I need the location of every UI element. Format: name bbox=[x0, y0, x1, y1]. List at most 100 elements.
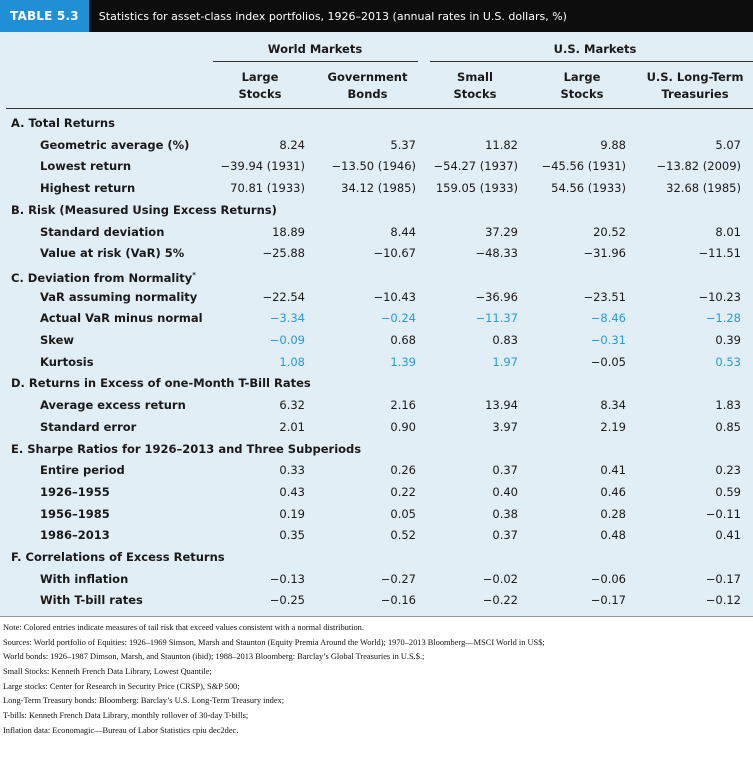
table-row: 1986–2013 0.35 0.52 0.37 0.48 0.41 bbox=[0, 524, 753, 546]
section-row: E. Sharpe Ratios for 1926–2013 and Three… bbox=[0, 438, 753, 460]
row-label: Standard error bbox=[40, 416, 136, 438]
row-label-text: With inflation bbox=[40, 571, 129, 586]
table-cell: 20.52 bbox=[593, 224, 626, 239]
table-cell: 18.89 bbox=[272, 224, 305, 239]
note-line: World bonds: 1926–1987 Dimson, Marsh, an… bbox=[3, 652, 425, 662]
table-number-label: TABLE 5.3 bbox=[0, 0, 89, 32]
note-line: T-bills: Kenneth French Data Library, mo… bbox=[3, 711, 249, 721]
table-cell: −0.17 bbox=[590, 593, 626, 608]
row-label: With T-bill rates bbox=[40, 589, 143, 611]
group-header-world: World Markets bbox=[267, 42, 363, 56]
row-label-text: VaR assuming normality bbox=[40, 289, 198, 304]
table-cell: −39.94 (1931) bbox=[220, 159, 305, 174]
table-cell: 0.05 bbox=[390, 506, 416, 521]
column-header-us-large-stocks: Large Stocks bbox=[537, 69, 627, 103]
table-row: With T-bill rates −0.25 −0.16 −0.22 −0.17 −0.… bbox=[0, 589, 753, 611]
section-heading: D. Returns in Excess of one-Month T-Bill… bbox=[11, 372, 311, 394]
row-label-text: E. Sharpe Ratios for 1926–2013 and Three… bbox=[11, 441, 362, 456]
table-cell: −25.88 bbox=[262, 246, 305, 261]
table-cell: −0.09 bbox=[269, 333, 305, 347]
table-cell: 0.68 bbox=[390, 333, 416, 347]
section-row: D. Returns in Excess of one-Month T-Bill… bbox=[0, 372, 753, 394]
table-cell: 8.01 bbox=[715, 224, 741, 239]
row-label-text: Value at risk (VaR) 5% bbox=[40, 246, 185, 261]
table-cell: 5.07 bbox=[715, 137, 741, 152]
table-cell: 2.19 bbox=[600, 419, 626, 434]
table-cell: −0.11 bbox=[705, 506, 741, 521]
table-cell: −22.54 bbox=[262, 289, 305, 304]
table-cell: 8.34 bbox=[600, 398, 626, 413]
table-cell: −0.02 bbox=[482, 571, 518, 586]
group-header-us: U.S. Markets bbox=[553, 42, 637, 56]
table-cell: −0.13 bbox=[269, 571, 305, 586]
section-row: F. Correlations of Excess Returns bbox=[0, 546, 753, 568]
table-row: Average excess return 6.32 2.16 13.94 8.34 1.… bbox=[0, 394, 753, 416]
statistics-table: World Markets U.S. Markets Large Stocks … bbox=[0, 32, 753, 616]
section-row: B. Risk (Measured Using Excess Returns) bbox=[0, 199, 753, 221]
table-cell: 0.52 bbox=[390, 528, 416, 543]
table-cell: −13.82 (2009) bbox=[656, 159, 741, 174]
table-cell: 8.24 bbox=[279, 137, 305, 152]
row-label-text: A. Total Returns bbox=[11, 116, 115, 130]
table-cell: −0.24 bbox=[380, 311, 416, 326]
table-cell: −0.16 bbox=[380, 593, 416, 608]
row-label: 1986–2013 bbox=[40, 524, 110, 546]
table-cell: 0.38 bbox=[492, 506, 518, 521]
column-header-line1: U.S. Long-Term bbox=[646, 70, 744, 84]
row-label-text: Standard deviation bbox=[40, 224, 165, 239]
table-cell: −8.46 bbox=[590, 311, 626, 326]
table-row: Skew −0.09 0.68 0.83 −0.31 0.39 bbox=[0, 329, 753, 351]
table-cell: 0.39 bbox=[715, 333, 741, 347]
row-label: Standard deviation bbox=[40, 221, 164, 243]
table-cell: 0.53 bbox=[715, 354, 741, 369]
table-row: 1956–1985 0.19 0.05 0.38 0.28 −0.11 bbox=[0, 503, 753, 525]
table-cell: 3.97 bbox=[492, 419, 518, 434]
section-row: C. Deviation from Normality* bbox=[0, 264, 753, 286]
table-cell: 0.19 bbox=[279, 506, 305, 521]
row-label: Kurtosis bbox=[40, 351, 94, 373]
section-heading: B. Risk (Measured Using Excess Returns) bbox=[11, 199, 277, 221]
table-cell: −45.56 (1931) bbox=[541, 159, 626, 174]
column-header-line2: Stocks bbox=[238, 87, 282, 101]
table-cell: −0.12 bbox=[705, 593, 741, 608]
table-cell: 54.56 (1933) bbox=[551, 181, 626, 196]
table-cell: −0.27 bbox=[380, 571, 416, 586]
row-label: Value at risk (VaR) 5% bbox=[40, 242, 184, 264]
row-label-text: F. Correlations of Excess Returns bbox=[11, 550, 225, 564]
table-cell: 0.28 bbox=[600, 506, 626, 521]
column-header-line1: Large bbox=[563, 70, 601, 84]
table-cell: 9.88 bbox=[600, 137, 626, 152]
row-label-text: Geometric average (%) bbox=[40, 137, 190, 152]
table-cell: 0.48 bbox=[600, 528, 626, 543]
group-rule-world bbox=[213, 61, 418, 62]
table-cell: 1.08 bbox=[279, 354, 305, 369]
table-cell: −36.96 bbox=[475, 289, 518, 304]
table-cell: 11.82 bbox=[485, 137, 518, 152]
table-row: Standard deviation 18.89 8.44 37.29 20.52 8.0… bbox=[0, 221, 753, 243]
table-cell: −3.34 bbox=[269, 311, 305, 326]
column-header-world-government-bonds: Government Bonds bbox=[320, 69, 415, 103]
table-row: Actual VaR minus normal −3.34 −0.24 −11.37 −… bbox=[0, 307, 753, 329]
table-cell: −0.05 bbox=[590, 354, 626, 369]
table-row: With inflation −0.13 −0.27 −0.02 −0.06 −0.17 bbox=[0, 568, 753, 590]
table-cell: 0.85 bbox=[715, 419, 741, 434]
table-cell: −48.33 bbox=[475, 246, 518, 261]
table-cell: 0.59 bbox=[715, 484, 741, 499]
row-label-text: Skew bbox=[40, 333, 75, 347]
table-cell: 5.37 bbox=[390, 137, 416, 152]
table-cell: −10.43 bbox=[373, 289, 416, 304]
table-row: Entire period 0.33 0.26 0.37 0.41 0.23 bbox=[0, 459, 753, 481]
row-label-text: B. Risk (Measured Using Excess Returns) bbox=[11, 202, 277, 217]
row-label: Average excess return bbox=[40, 394, 186, 416]
table-row: Standard error 2.01 0.90 3.97 2.19 0.85 bbox=[0, 416, 753, 438]
note-line: Sources: World portfolio of Equities: 19… bbox=[3, 637, 545, 647]
table-cell: −0.31 bbox=[590, 333, 626, 347]
section-heading: C. Deviation from Normality* bbox=[11, 264, 196, 286]
column-header-world-large-stocks: Large Stocks bbox=[215, 69, 305, 103]
section-heading: F. Correlations of Excess Returns bbox=[11, 546, 225, 568]
table-cell: −11.51 bbox=[698, 246, 741, 261]
row-label-text: Highest return bbox=[40, 181, 136, 196]
column-header-us-small-stocks: Small Stocks bbox=[430, 69, 520, 103]
table-header-bar: TABLE 5.3 Statistics for asset-class ind… bbox=[0, 0, 753, 32]
column-header-line1: Government bbox=[327, 70, 408, 84]
